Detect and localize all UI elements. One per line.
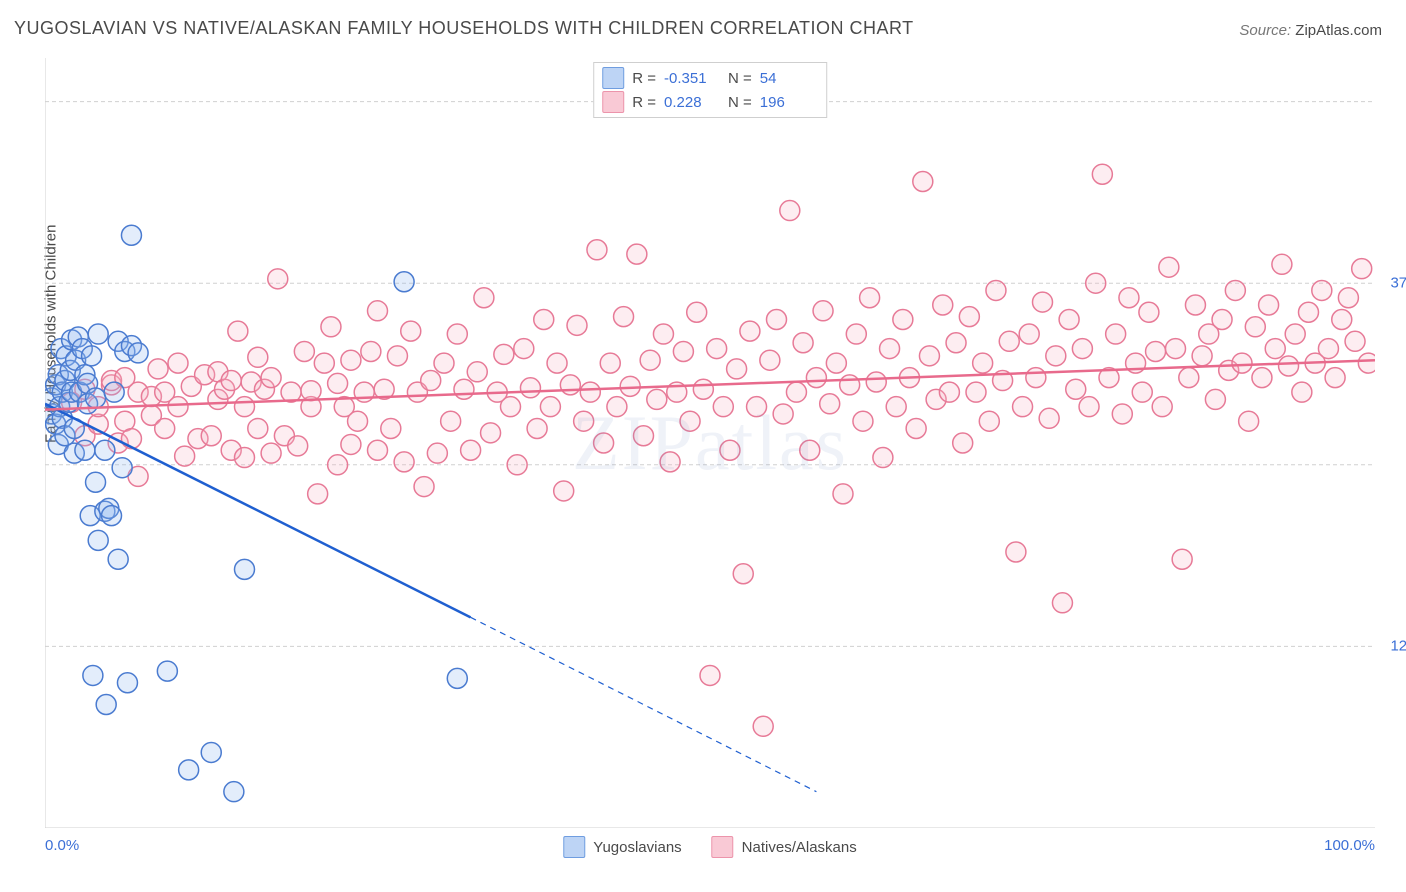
source-attribution: Source: ZipAtlas.com	[1239, 22, 1382, 39]
source-label: Source:	[1239, 22, 1291, 39]
legend-label-natives: Natives/Alaskans	[742, 839, 857, 856]
legend-item-yugoslavians: Yugoslavians	[563, 836, 681, 858]
legend-row-natives: R = 0.228 N = 196	[602, 91, 816, 113]
source-value: ZipAtlas.com	[1295, 22, 1382, 39]
legend-item-natives: Natives/Alaskans	[712, 836, 857, 858]
swatch-natives	[712, 836, 734, 858]
n-value-natives: 196	[760, 94, 816, 111]
legend-label-yugoslavians: Yugoslavians	[593, 839, 681, 856]
n-label: N =	[728, 94, 752, 111]
swatch-natives	[602, 91, 624, 113]
legend-row-yugoslavians: R = -0.351 N = 54	[602, 67, 816, 89]
series-legend: Yugoslavians Natives/Alaskans	[563, 836, 856, 858]
y-tick-label: 12.5%	[1390, 638, 1406, 655]
n-label: N =	[728, 70, 752, 87]
r-value-yugoslavians: -0.351	[664, 70, 720, 87]
correlation-legend: R = -0.351 N = 54 R = 0.228 N = 196	[593, 62, 827, 118]
x-tick-label: 100.0%	[1324, 837, 1375, 854]
plot-area: Family Households with Children ZIPatlas…	[45, 58, 1375, 828]
swatch-yugoslavians	[563, 836, 585, 858]
scatter-chart-svg	[45, 58, 1375, 828]
x-tick-label: 0.0%	[45, 837, 79, 854]
chart-title: YUGOSLAVIAN VS NATIVE/ALASKAN FAMILY HOU…	[14, 18, 914, 39]
r-value-natives: 0.228	[664, 94, 720, 111]
n-value-yugoslavians: 54	[760, 70, 816, 87]
y-tick-label: 37.5%	[1390, 275, 1406, 292]
r-label: R =	[632, 94, 656, 111]
r-label: R =	[632, 70, 656, 87]
swatch-yugoslavians	[602, 67, 624, 89]
